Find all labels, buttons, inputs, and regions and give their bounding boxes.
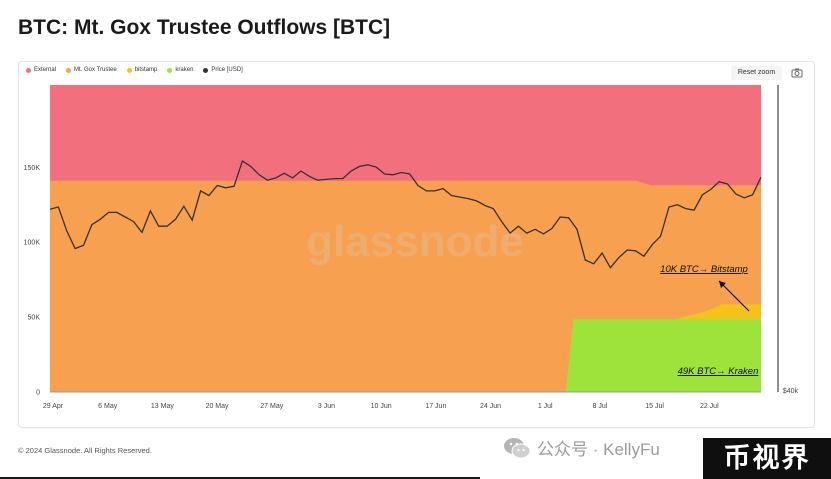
x-tick-label: 15 Jul bbox=[645, 403, 664, 410]
chart-title: BTC: Mt. Gox Trustee Outflows [BTC] bbox=[18, 16, 391, 39]
wechat-watermark: 公众号 · KellyFu bbox=[503, 435, 660, 460]
y-tick-label: 100K bbox=[24, 240, 41, 247]
legend-swatch-kraken bbox=[167, 67, 173, 73]
wechat-icon bbox=[504, 437, 531, 458]
legend-label-external: External bbox=[34, 67, 57, 73]
x-tick-label: 3 Jun bbox=[318, 403, 335, 410]
x-tick-label: 27 May bbox=[260, 403, 283, 410]
x-tick-label: 17 Jun bbox=[425, 403, 446, 410]
watermark-text: glassnode bbox=[306, 217, 524, 266]
legend-item-kraken[interactable]: kraken bbox=[167, 67, 193, 73]
camera-icon[interactable] bbox=[791, 67, 803, 79]
legend-item-external[interactable]: External bbox=[26, 67, 56, 73]
x-tick-label: 20 May bbox=[206, 403, 229, 410]
legend-item-price[interactable]: Price [USD] bbox=[203, 67, 243, 73]
y-tick-label: 50K bbox=[28, 315, 41, 322]
legend-swatch-external bbox=[26, 67, 31, 73]
legend-swatch-mt-gox-trustee bbox=[66, 67, 72, 73]
annotation-arrow-head bbox=[719, 281, 726, 288]
legend-item-mt-gox-trustee[interactable]: Mt. Gox Trustee bbox=[66, 67, 117, 73]
x-tick-label: 6 May bbox=[98, 403, 118, 410]
legend-label-price: Price [USD] bbox=[211, 67, 243, 73]
site-badge: 币视界 bbox=[703, 438, 831, 479]
wechat-account-text: 公众号 · KellyFu bbox=[537, 440, 660, 459]
annotation-bitstamp: 10K BTC→ Bitstamp bbox=[660, 264, 748, 275]
right-axis-tick-label: $40k bbox=[783, 388, 799, 395]
price-line bbox=[49, 160, 762, 269]
x-tick-label: 22 Jul bbox=[700, 403, 719, 410]
x-tick-label: 1 Jul bbox=[538, 403, 553, 410]
legend-item-bitstamp[interactable]: bitstamp bbox=[126, 67, 158, 73]
x-tick-label: 10 Jun bbox=[371, 403, 392, 410]
y-tick-label: 150K bbox=[24, 165, 41, 172]
copyright-footer: © 2024 Glassnode. All Rights Reserved. bbox=[18, 446, 152, 455]
legend-label-mt-gox-trustee: Mt. Gox Trustee bbox=[74, 67, 117, 73]
reset-zoom-button[interactable]: Reset zoom bbox=[731, 66, 782, 80]
area-kraken bbox=[50, 319, 761, 392]
x-tick-label: 8 Jul bbox=[593, 403, 608, 410]
annotation-arrow-line bbox=[718, 280, 750, 312]
annotation-kraken: 49K BTC→ Kraken bbox=[678, 366, 759, 377]
legend-label-kraken: kraken bbox=[175, 67, 194, 73]
legend-swatch-bitstamp bbox=[126, 67, 132, 73]
x-tick-label: 13 May bbox=[151, 403, 174, 410]
x-tick-label: 24 Jun bbox=[480, 403, 501, 410]
legend-label-bitstamp: bitstamp bbox=[134, 67, 158, 73]
chart-legend: External Mt. Gox Trustee bitstamp kraken… bbox=[26, 67, 243, 73]
legend-swatch-price bbox=[203, 67, 209, 73]
x-tick-label: 29 Apr bbox=[43, 403, 64, 410]
bottom-divider bbox=[0, 477, 480, 479]
y-tick-label: 0 bbox=[36, 390, 40, 397]
